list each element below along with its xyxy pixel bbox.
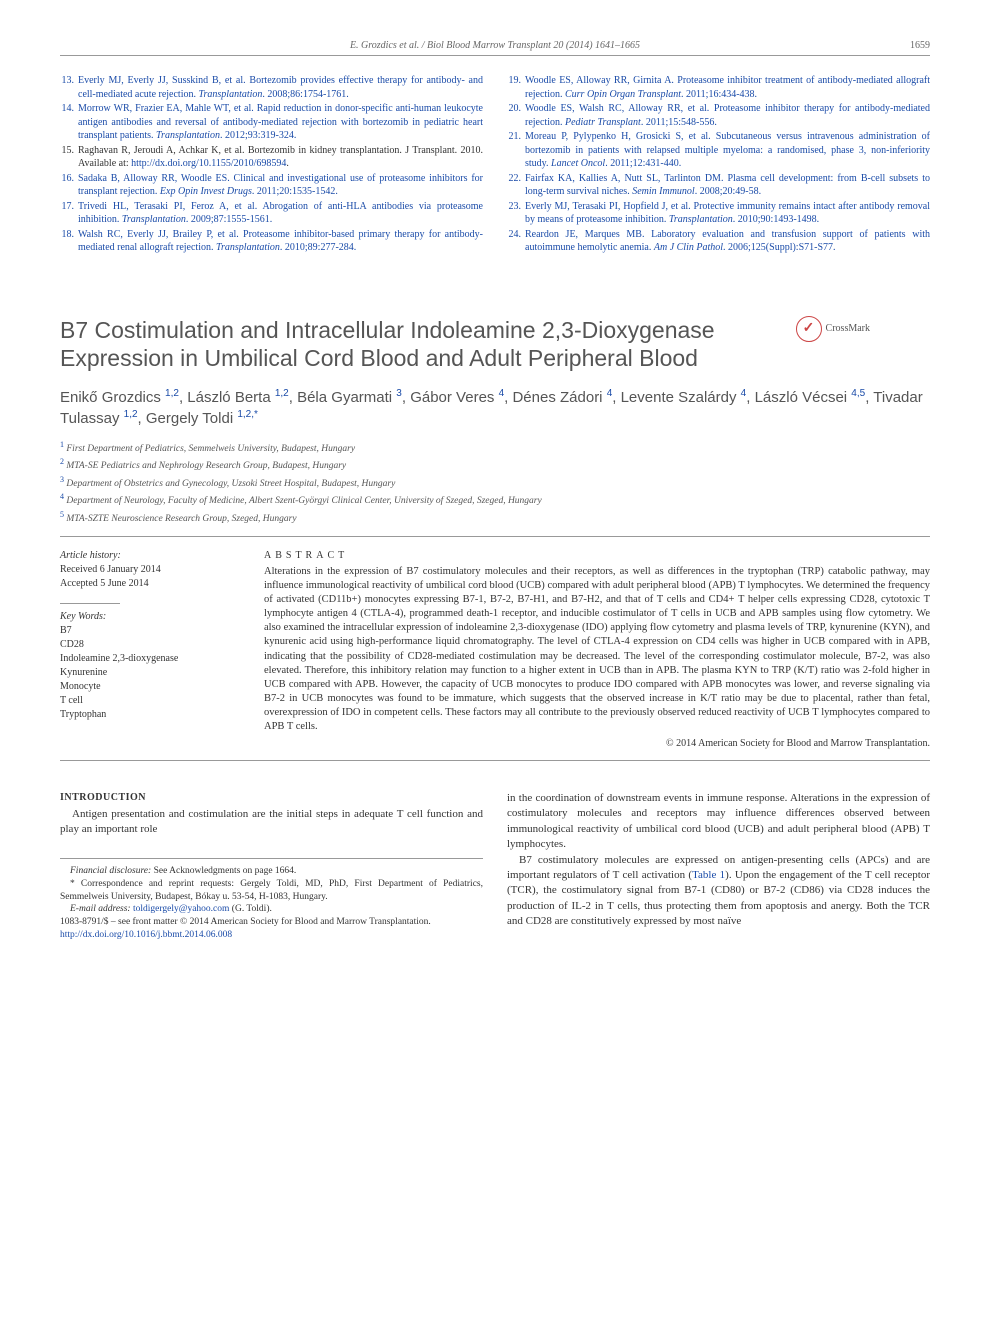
keyword: Tryptophan: [60, 708, 240, 722]
fin-disc-text: See Acknowledgments on page 1664.: [151, 866, 296, 876]
keyword: T cell: [60, 694, 240, 708]
reference-item: 22.Fairfax KA, Kallies A, Nutt SL, Tarli…: [507, 172, 930, 199]
body-col-left: INTRODUCTION Antigen presentation and co…: [60, 791, 483, 942]
reference-body[interactable]: Everly MJ, Everly JJ, Susskind B, et al.…: [78, 74, 483, 101]
abstract-copyright: © 2014 American Society for Blood and Ma…: [264, 737, 930, 751]
affiliation-line: 3 Department of Obstetrics and Gynecolog…: [60, 474, 930, 491]
running-head: E. Grozdics et al. / Biol Blood Marrow T…: [60, 40, 930, 51]
crossmark-icon: ✓: [796, 316, 822, 342]
reference-body[interactable]: Trivedi HL, Terasaki PI, Feroz A, et al.…: [78, 200, 483, 227]
reference-item: 19.Woodle ES, Alloway RR, Girnita A. Pro…: [507, 74, 930, 101]
email-tail: (G. Toldi).: [229, 904, 271, 914]
history-received: Received 6 January 2014: [60, 563, 240, 577]
keywords-label: Key Words:: [60, 610, 240, 624]
affiliation-line: 4 Department of Neurology, Faculty of Me…: [60, 491, 930, 508]
reference-item: 24.Reardon JE, Marques MB. Laboratory ev…: [507, 228, 930, 255]
reference-number: 15.: [60, 144, 78, 171]
body-columns: INTRODUCTION Antigen presentation and co…: [60, 791, 930, 942]
meta-abstract-row: Article history: Received 6 January 2014…: [60, 549, 930, 750]
reference-number: 24.: [507, 228, 525, 255]
doi-link[interactable]: http://dx.doi.org/10.1016/j.bbmt.2014.06…: [60, 930, 232, 940]
meta-column: Article history: Received 6 January 2014…: [60, 549, 240, 750]
correspondence: * Correspondence and reprint requests: G…: [60, 878, 483, 904]
reference-body[interactable]: Morrow WR, Frazier EA, Mahle WT, et al. …: [78, 102, 483, 143]
affiliation-line: 2 MTA-SE Pediatrics and Nephrology Resea…: [60, 456, 930, 473]
reference-item: 23.Everly MJ, Terasaki PI, Hopfield J, e…: [507, 200, 930, 227]
email-link[interactable]: toldigergely@yahoo.com: [133, 904, 229, 914]
reference-item: 21.Moreau P, Pylypenko H, Grosicki S, et…: [507, 130, 930, 171]
reference-number: 14.: [60, 102, 78, 143]
references-block: 13.Everly MJ, Everly JJ, Susskind B, et …: [60, 74, 930, 256]
keyword: CD28: [60, 638, 240, 652]
reference-item: 15.Raghavan R, Jeroudi A, Achkar K, et a…: [60, 144, 483, 171]
rule-top: [60, 55, 930, 56]
reference-body[interactable]: Fairfax KA, Kallies A, Nutt SL, Tarlinto…: [525, 172, 930, 199]
body-col-right: in the coordination of downstream events…: [507, 791, 930, 942]
rule-mid-2: [60, 760, 930, 761]
reference-number: 19.: [507, 74, 525, 101]
references-col-right: 19.Woodle ES, Alloway RR, Girnita A. Pro…: [507, 74, 930, 256]
reference-item: 17.Trivedi HL, Terasaki PI, Feroz A, et …: [60, 200, 483, 227]
reference-body[interactable]: Everly MJ, Terasaki PI, Hopfield J, et a…: [525, 200, 930, 227]
reference-number: 22.: [507, 172, 525, 199]
reference-item: 18.Walsh RC, Everly JJ, Brailey P, et al…: [60, 228, 483, 255]
reference-number: 17.: [60, 200, 78, 227]
keyword: Indoleamine 2,3-dioxygenase: [60, 652, 240, 666]
reference-number: 16.: [60, 172, 78, 199]
intro-para-2: B7 costimulatory molecules are expressed…: [507, 853, 930, 930]
reference-item: 13.Everly MJ, Everly JJ, Susskind B, et …: [60, 74, 483, 101]
reference-item: 20.Woodle ES, Walsh RC, Alloway RR, et a…: [507, 102, 930, 129]
authors-line: Enikő Grozdics 1,2, László Berta 1,2, Bé…: [60, 387, 930, 429]
crossmark-badge[interactable]: ✓ CrossMark: [796, 316, 870, 342]
reference-item: 16.Sadaka B, Alloway RR, Woodle ES. Clin…: [60, 172, 483, 199]
reference-number: 18.: [60, 228, 78, 255]
affiliations: 1 First Department of Pediatrics, Semmel…: [60, 439, 930, 526]
affiliation-line: 1 First Department of Pediatrics, Semmel…: [60, 439, 930, 456]
fin-disc-label: Financial disclosure:: [70, 866, 151, 876]
email-label: E-mail address:: [70, 904, 133, 914]
crossmark-label: CrossMark: [826, 323, 870, 334]
affiliation-line: 5 MTA-SZTE Neuroscience Research Group, …: [60, 509, 930, 526]
reference-body[interactable]: Walsh RC, Everly JJ, Brailey P, et al. P…: [78, 228, 483, 255]
intro-para-1-cont: in the coordination of downstream events…: [507, 791, 930, 853]
section-head-intro: INTRODUCTION: [60, 791, 483, 805]
abstract-head: ABSTRACT: [264, 549, 930, 563]
reference-body: Raghavan R, Jeroudi A, Achkar K, et al. …: [78, 144, 483, 171]
table-1-link[interactable]: Table 1: [692, 869, 725, 881]
issn-line: 1083-8791/$ – see front matter © 2014 Am…: [60, 916, 483, 929]
references-col-left: 13.Everly MJ, Everly JJ, Susskind B, et …: [60, 74, 483, 256]
reference-body[interactable]: Sadaka B, Alloway RR, Woodle ES. Clinica…: [78, 172, 483, 199]
keyword: Kynurenine: [60, 666, 240, 680]
reference-number: 20.: [507, 102, 525, 129]
meta-rule: [60, 603, 120, 604]
reference-item: 14.Morrow WR, Frazier EA, Mahle WT, et a…: [60, 102, 483, 143]
reference-number: 13.: [60, 74, 78, 101]
reference-body[interactable]: Reardon JE, Marques MB. Laboratory evalu…: [525, 228, 930, 255]
reference-body[interactable]: Moreau P, Pylypenko H, Grosicki S, et al…: [525, 130, 930, 171]
reference-url[interactable]: http://dx.doi.org/10.1155/2010/698594: [131, 158, 286, 169]
abstract-column: ABSTRACT Alterations in the expression o…: [264, 549, 930, 750]
keyword: Monocyte: [60, 680, 240, 694]
history-accepted: Accepted 5 June 2014: [60, 577, 240, 591]
history-label: Article history:: [60, 549, 240, 563]
intro-para-1: Antigen presentation and costimulation a…: [60, 807, 483, 838]
page-number: 1659: [910, 40, 930, 51]
reference-number: 21.: [507, 130, 525, 171]
reference-body[interactable]: Woodle ES, Alloway RR, Girnita A. Protea…: [525, 74, 930, 101]
keywords-list: B7CD28Indoleamine 2,3-dioxygenaseKynuren…: [60, 624, 240, 722]
reference-number: 23.: [507, 200, 525, 227]
footnotes: Financial disclosure: See Acknowledgment…: [60, 858, 483, 942]
keyword: B7: [60, 624, 240, 638]
rule-mid-1: [60, 536, 930, 537]
reference-body[interactable]: Woodle ES, Walsh RC, Alloway RR, et al. …: [525, 102, 930, 129]
abstract-body: Alterations in the expression of B7 cost…: [264, 565, 930, 735]
